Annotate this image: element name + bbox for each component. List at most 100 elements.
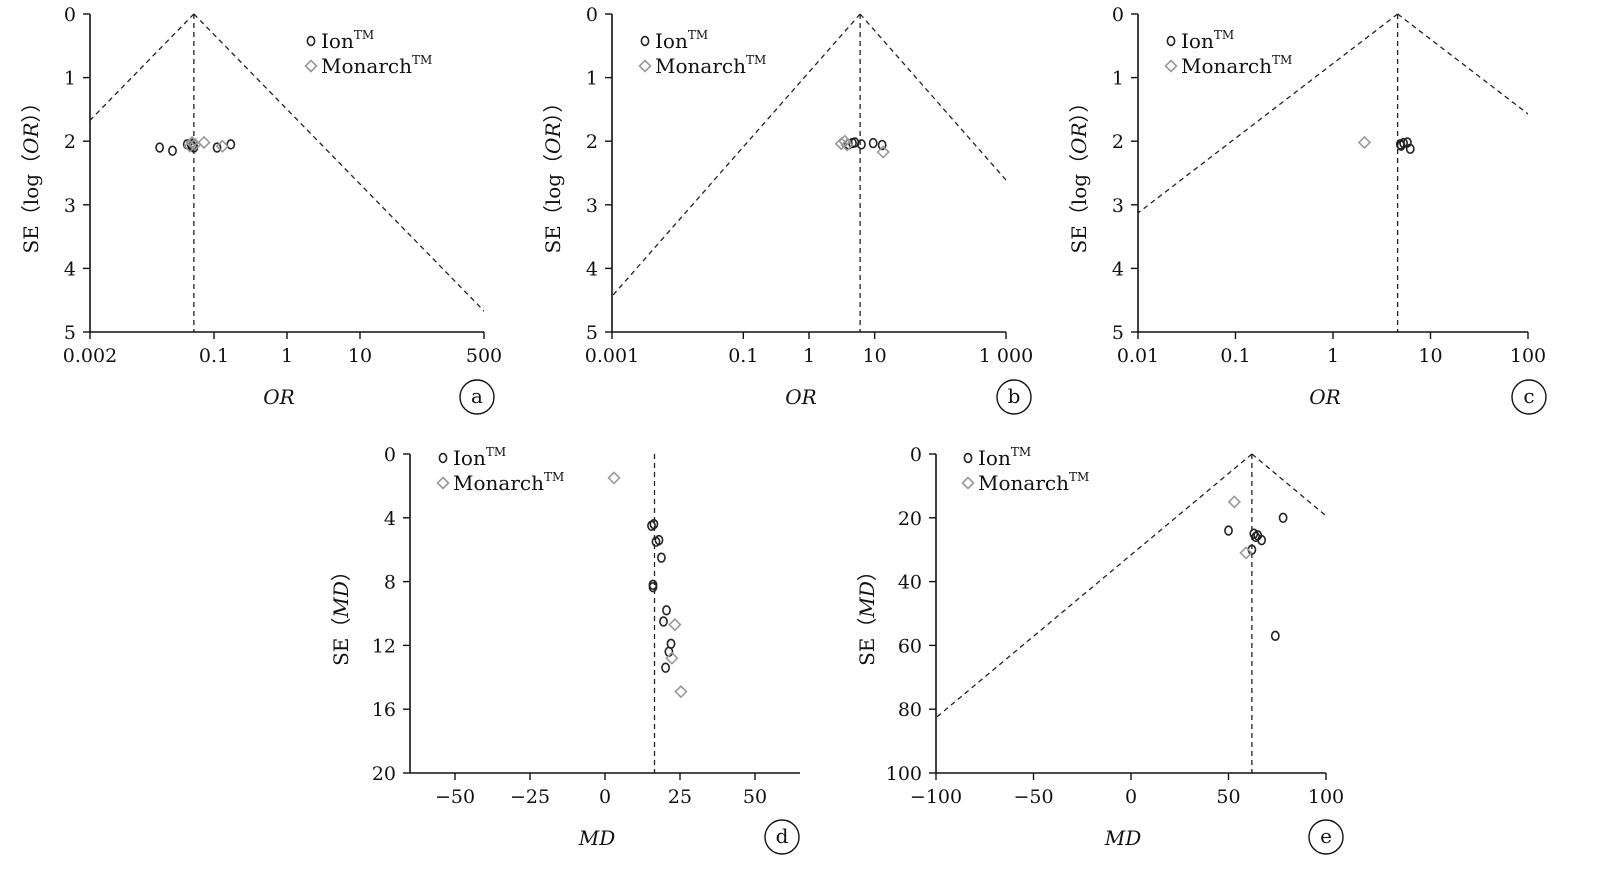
x-tick-label: 100 [1510, 345, 1546, 367]
y-tick-label: 2 [586, 131, 598, 153]
point-ion [857, 139, 866, 150]
series-monarch [834, 134, 890, 159]
panel-label-circle [996, 379, 1032, 415]
legend-ion-label: IonTM [655, 28, 708, 53]
point-ion [659, 616, 668, 627]
funnel-lines [936, 453, 1326, 773]
point-monarch [665, 651, 679, 665]
x-axis-title: MD [578, 826, 616, 850]
point-ion [877, 139, 887, 151]
point-ion [662, 605, 671, 616]
legend-monarch-marker [638, 59, 652, 73]
point-ion [155, 142, 165, 153]
point-monarch [215, 139, 229, 153]
x-tick-label: 50 [743, 786, 767, 808]
x-axis-title: OR [785, 385, 816, 409]
funnel-lines [612, 13, 1006, 332]
x-tick-label: 10 [863, 345, 887, 367]
point-ion [212, 142, 222, 153]
y-axis-title: SE（MD） [329, 561, 353, 666]
legend-ion-marker [306, 35, 316, 47]
series-ion [1224, 512, 1288, 642]
x-tick-label: 0.002 [63, 345, 117, 367]
y-tick-label: 80 [898, 699, 922, 721]
point-monarch [674, 685, 688, 699]
y-axis-title: SE（log（OR）） [19, 92, 43, 253]
point-ion [649, 518, 659, 530]
point-ion [1270, 630, 1280, 642]
funnel-right-bound [859, 13, 1006, 181]
series-ion [647, 518, 676, 673]
point-ion [1396, 140, 1406, 151]
point-monarch [197, 135, 211, 150]
y-tick-label: 5 [64, 322, 76, 344]
y-tick-label: 1 [64, 68, 76, 90]
legend-monarch-label: MonarchTM [978, 470, 1089, 495]
x-tick-label: 0.1 [728, 345, 758, 367]
x-tick-label: 500 [466, 345, 502, 367]
point-ion [168, 145, 177, 156]
funnel-right-bound [193, 13, 484, 312]
y-tick-label: 4 [64, 258, 76, 280]
legend-monarch-label: MonarchTM [321, 53, 432, 78]
panel-label-circle [1308, 819, 1344, 855]
panel-label-circle [459, 379, 495, 415]
panel-c: 0 1 2 3 4 50.01 0.1 1 10 100 OR SE（log（OR）） IonTMMon… [1067, 4, 1547, 415]
x-tick-label: −100 [910, 786, 962, 808]
panel-b: 0 1 2 3 4 50.001 0.1 1 10 1 000 OR SE（log（OR）） IonTM… [541, 4, 1033, 415]
point-monarch [840, 138, 854, 152]
series-monarch [1357, 135, 1372, 150]
x-tick-label: 10 [1418, 345, 1442, 367]
x-tick-label: 10 [348, 345, 372, 367]
series-ion [1395, 137, 1415, 155]
panel-label: b [1008, 384, 1021, 408]
point-monarch [183, 139, 197, 153]
y-tick-label: 4 [1112, 258, 1124, 280]
y-tick-label: 4 [384, 508, 396, 530]
point-ion [226, 139, 236, 150]
x-tick-label: −50 [1013, 786, 1053, 808]
point-ion [661, 662, 670, 673]
panel-label: a [471, 384, 483, 408]
x-tick-label: 1 000 [979, 345, 1033, 367]
y-tick-label: 2 [64, 131, 76, 153]
funnel-right-bound [1251, 453, 1326, 517]
panel-d: 0 4 8 12 16 20 −50 −25 0 25 50 MD SE（MD） IonTMMonarch… [329, 444, 800, 855]
y-tick-label: 0 [64, 4, 76, 26]
x-tick-label: 1 [281, 345, 293, 367]
point-monarch [1239, 546, 1253, 560]
legend-ion-label: IonTM [321, 28, 374, 53]
funnel-left-bound [90, 13, 195, 122]
y-axis-title: SE（log（OR）） [541, 92, 565, 253]
funnel-left-bound [1138, 13, 1399, 214]
funnel-left-bound [936, 453, 1253, 719]
y-tick-label: 3 [586, 195, 598, 217]
legend-ion-label: IonTM [453, 445, 506, 470]
panel-label: c [1523, 384, 1534, 408]
legend-ion-label: IonTM [978, 445, 1031, 470]
series-monarch [1227, 495, 1253, 560]
x-tick-label: 1 [1327, 345, 1339, 367]
y-tick-label: 60 [898, 635, 922, 657]
x-tick-label: 0.001 [585, 345, 639, 367]
legend-ion-marker [963, 452, 973, 464]
panel-label: e [1320, 824, 1332, 848]
x-tick-label: 0.1 [199, 345, 229, 367]
legend-monarch-marker [961, 476, 975, 490]
point-ion [1257, 534, 1267, 546]
point-monarch [838, 134, 852, 148]
x-tick-label: 1 [803, 345, 815, 367]
point-monarch [668, 618, 682, 632]
panel-label-circle [1511, 379, 1547, 415]
point-monarch [876, 145, 890, 159]
x-tick-label: 0.01 [1117, 345, 1159, 367]
legend-monarch-label: MonarchTM [655, 53, 766, 78]
y-tick-label: 0 [910, 444, 922, 466]
legend-monarch-label: MonarchTM [453, 470, 564, 495]
funnel-lines [1138, 13, 1528, 332]
point-monarch [607, 471, 621, 485]
